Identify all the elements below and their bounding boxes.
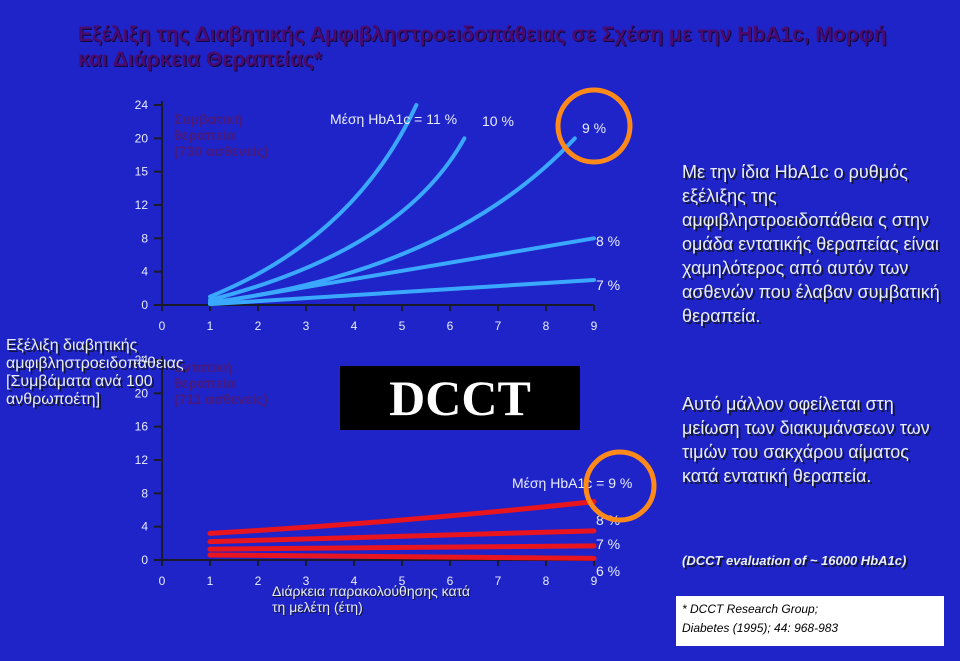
x-tick-label: 3 <box>303 574 310 588</box>
group-label-line: θεραπεία <box>174 127 236 143</box>
y-tick-label: 0 <box>141 298 148 312</box>
reference-line-1: * DCCT Research Group; <box>682 602 819 616</box>
group-label-line: θεραπεία <box>174 375 236 391</box>
x-axis-label: Διάρκεια παρακολούθησης κατά τη μελέτη (… <box>272 583 471 615</box>
series-line <box>207 528 597 545</box>
y-tick-label: 24 <box>135 98 149 112</box>
series-line <box>208 103 419 299</box>
highlight-circle <box>583 449 657 523</box>
note-dcct-evaluation: (DCCT evaluation of ~ 16000 HbA1c) <box>682 553 907 568</box>
y-tick-label: 8 <box>141 231 148 245</box>
y-tick-label: 16 <box>135 420 149 434</box>
reference-box: * DCCT Research Group; Diabetes (1995); … <box>676 596 944 646</box>
series-line <box>207 552 597 561</box>
series-label: 6 % <box>596 563 620 579</box>
series-label: 10 % <box>482 113 514 129</box>
x-tick-label: 9 <box>591 319 598 333</box>
x-tick-label: 3 <box>303 319 310 333</box>
series-line <box>208 278 596 307</box>
reference-line-2: Diabetes (1995); 44: 968-983 <box>682 621 839 635</box>
y-tick-label: 4 <box>141 265 148 279</box>
x-tick-label: 4 <box>351 574 358 588</box>
y-axis-label: Εξέλιξη διαβητικής αμφιβληστροειδοπάθεια… <box>6 337 184 408</box>
x-tick-label: 6 <box>447 574 454 588</box>
x-tick-label: 4 <box>351 319 358 333</box>
series-label: 7 % <box>596 536 620 552</box>
group-label: Συμβατική θεραπεία (730 ασθενείς) <box>174 111 269 159</box>
x-tick-label: 8 <box>543 319 550 333</box>
x-tick-label: 9 <box>591 574 598 588</box>
x-tick-label: 1 <box>207 574 214 588</box>
x-tick-label: 6 <box>447 319 454 333</box>
group-label-line: Εντατική <box>174 359 232 375</box>
group-label: Εντατική θεραπεία (711 ασθενείς) <box>174 359 268 407</box>
x-tick-label: 7 <box>495 574 502 588</box>
series-line <box>207 543 597 552</box>
y-tick-label: 12 <box>135 198 149 212</box>
group-label-line: (730 ασθενείς) <box>174 143 269 159</box>
series-label: Μέση HbA1c = 9 % <box>512 475 632 491</box>
group-label-line: (711 ασθενείς) <box>174 391 268 407</box>
x-tick-label: 7 <box>495 319 502 333</box>
note-glucose-variability: Αυτό μάλλον οφείλεται στη μείωση των δια… <box>682 394 930 486</box>
series-line <box>208 236 596 306</box>
series-label: 8 % <box>596 233 620 249</box>
highlight-circle <box>555 87 633 165</box>
x-tick-label: 5 <box>399 319 406 333</box>
group-label-line: Συμβατική <box>174 111 243 127</box>
x-tick-label: 2 <box>255 574 262 588</box>
series-label: 7 % <box>596 277 620 293</box>
dcct-badge: DCCT <box>340 366 580 430</box>
series-line <box>208 136 467 302</box>
y-tick-label: 8 <box>141 486 148 500</box>
x-tick-label: 0 <box>159 319 166 333</box>
y-tick-label: 0 <box>141 553 148 567</box>
y-tick-label: 24 <box>135 353 149 367</box>
y-tick-label: 20 <box>135 131 149 145</box>
note-same-hba1c: Με την ίδια HbA1c ο ρυθμός εξέλιξης της … <box>682 162 940 326</box>
y-tick-label: 12 <box>135 453 149 467</box>
series-line <box>207 499 597 536</box>
x-tick-label: 5 <box>399 574 406 588</box>
y-tick-label: 20 <box>135 386 149 400</box>
page-title: Εξέλιξη της Διαβητικής Αμφιβληστροειδοπά… <box>78 23 887 71</box>
y-tick-label: 4 <box>141 520 148 534</box>
y-tick-label: 15 <box>135 165 149 179</box>
x-tick-label: 0 <box>159 574 166 588</box>
series-label: Μέση HbA1c = 11 % <box>330 111 457 127</box>
x-tick-label: 8 <box>543 574 550 588</box>
x-tick-label: 2 <box>255 319 262 333</box>
x-tick-label: 1 <box>207 319 214 333</box>
series-label: 9 % <box>582 120 606 136</box>
